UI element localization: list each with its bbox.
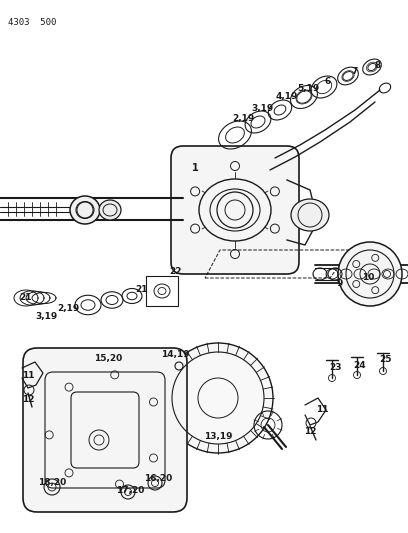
Text: 4,19: 4,19 <box>276 93 298 101</box>
Ellipse shape <box>199 179 271 241</box>
Text: 12: 12 <box>22 395 34 405</box>
Text: 6: 6 <box>325 77 331 86</box>
Text: 14,19: 14,19 <box>161 351 189 359</box>
Text: 3,19: 3,19 <box>36 312 58 321</box>
Text: 12: 12 <box>304 427 316 437</box>
Text: 11: 11 <box>22 370 34 379</box>
Circle shape <box>163 343 273 453</box>
Text: 16,20: 16,20 <box>144 473 172 482</box>
Text: 2,19: 2,19 <box>57 303 79 312</box>
Text: 7: 7 <box>352 68 358 77</box>
Text: 23: 23 <box>329 364 341 373</box>
Ellipse shape <box>291 199 329 231</box>
Ellipse shape <box>99 200 121 220</box>
Text: 21: 21 <box>136 286 148 295</box>
Text: 2,19: 2,19 <box>232 114 254 123</box>
Circle shape <box>338 242 402 306</box>
Text: 9: 9 <box>337 279 343 287</box>
Text: 1: 1 <box>192 163 198 173</box>
Text: 4303  500: 4303 500 <box>8 18 56 27</box>
Text: 22: 22 <box>169 268 181 277</box>
Text: 13,19: 13,19 <box>204 432 232 441</box>
Text: 3,19: 3,19 <box>252 103 274 112</box>
Text: 8: 8 <box>375 61 381 69</box>
FancyBboxPatch shape <box>23 348 187 512</box>
Text: 5,19: 5,19 <box>297 84 319 93</box>
Text: 10: 10 <box>362 273 374 282</box>
Text: 25: 25 <box>379 356 391 365</box>
FancyBboxPatch shape <box>171 146 299 274</box>
Text: 15,20: 15,20 <box>94 353 122 362</box>
Text: 24: 24 <box>354 360 366 369</box>
Text: 21: 21 <box>19 294 31 303</box>
Text: 18,20: 18,20 <box>38 479 66 488</box>
Ellipse shape <box>70 196 100 224</box>
Text: 17,20: 17,20 <box>116 486 144 495</box>
Text: 11: 11 <box>316 406 328 415</box>
